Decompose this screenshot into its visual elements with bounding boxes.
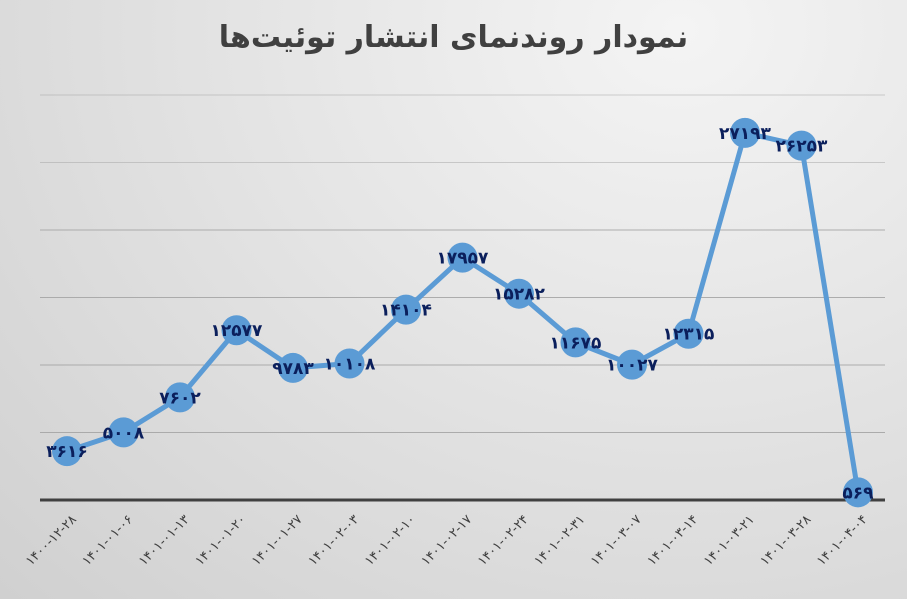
data-point-marker — [786, 130, 817, 161]
data-label: ۱۲۳۱۵ — [663, 325, 715, 345]
x-tick-label: ۱۴۰۱-۰۴-۰۴ — [814, 512, 871, 569]
x-tick-label: ۱۴۰۱-۰۳-۲۸ — [758, 512, 815, 569]
x-tick-label: ۱۴۰۱-۰۱-۲۰ — [193, 512, 250, 569]
x-tick-label: ۱۴۰۱-۰۱-۱۳ — [136, 512, 193, 569]
data-label: ۱۴۱۰۴ — [380, 301, 432, 321]
x-tick-label: ۱۴۰۱-۰۳-۱۴ — [645, 512, 702, 569]
data-point-marker — [843, 477, 873, 508]
data-point-marker — [52, 436, 82, 467]
x-tick-label: ۱۴۰۱-۰۳-۰۷ — [588, 512, 645, 569]
data-label: ۳۶۱۶ — [46, 442, 88, 462]
x-tick-label: ۱۴۰۱-۰۲-۱۷ — [419, 512, 476, 569]
data-label: ۱۷۹۵۷ — [437, 249, 490, 269]
x-tick-label: ۱۴۰۱-۰۲-۳۱ — [532, 512, 589, 569]
x-tick-label: ۱۴۰۱-۰۳-۲۱ — [701, 512, 758, 569]
data-point-marker — [447, 242, 478, 273]
data-point-marker — [673, 318, 704, 349]
x-tick-label: ۱۴۰۱-۰۲-۲۴ — [475, 512, 532, 569]
data-point-marker — [617, 349, 647, 380]
data-label: ۱۲۵۷۷ — [211, 321, 264, 341]
data-label: ۲۶۲۵۳ — [776, 137, 829, 157]
x-tick-label: ۱۴۰۱-۰۱-۲۷ — [249, 512, 306, 569]
data-label: ۷۶۰۲ — [159, 388, 201, 408]
data-point-marker — [165, 382, 195, 413]
chart-title: نمودار روندنمای انتشار توئیت‌ها — [218, 20, 689, 55]
data-label: ۹۷۸۳ — [272, 359, 314, 379]
data-point-marker — [334, 348, 365, 379]
series-line — [66, 130, 861, 493]
data-point-marker — [108, 417, 139, 448]
data-label: ۱۰۰۲۷ — [606, 356, 659, 376]
data-label: ۲۷۱۹۳ — [719, 124, 772, 144]
data-label: ۱۰۱۰۸ — [324, 355, 377, 375]
x-tick-label: ۱۴۰۱-۰۱-۰۶ — [80, 512, 137, 569]
x-tick-label: ۱۴۰۱-۰۲-۰۳ — [306, 512, 363, 569]
data-label: ۵۰۰۸ — [103, 423, 145, 443]
data-point-marker — [560, 327, 591, 358]
x-tick-label: ۱۴۰۱-۰۲-۱۰ — [362, 512, 419, 569]
data-point-marker — [730, 117, 760, 148]
data-point-marker — [504, 278, 534, 309]
data-point-marker — [391, 294, 421, 325]
data-point-marker — [278, 352, 308, 383]
data-label: ۱۱۶۷۵ — [550, 333, 602, 353]
data-label: ۱۵۲۸۲ — [493, 285, 546, 305]
data-label: ۵۶۹ — [842, 483, 874, 503]
x-tick-label: ۱۴۰۰-۱۲-۲۸ — [23, 512, 80, 569]
data-point-marker — [221, 315, 252, 346]
